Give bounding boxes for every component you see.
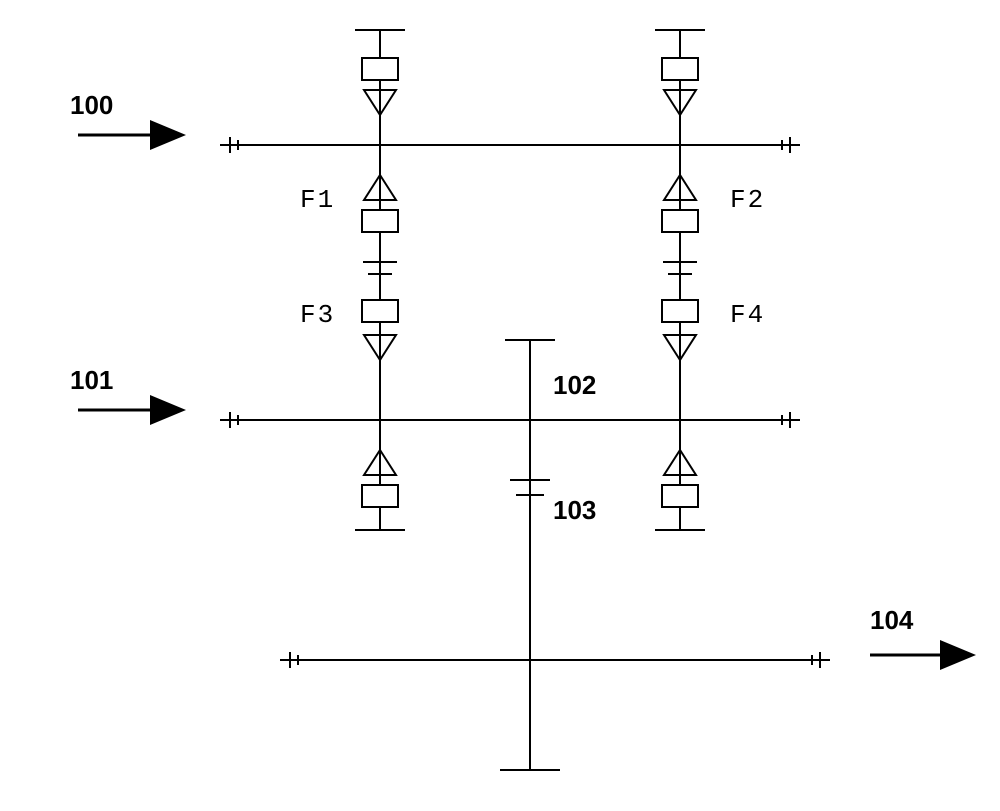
rect-right-2: [662, 210, 698, 232]
label-103: 103: [553, 495, 596, 526]
label-f2: F2: [730, 185, 765, 215]
rect-right-4: [662, 485, 698, 507]
rect-right-1: [662, 58, 698, 80]
rect-left-1: [362, 58, 398, 80]
rect-right-3: [662, 300, 698, 322]
label-104: 104: [870, 605, 913, 636]
label-f3: F3: [300, 300, 335, 330]
rect-left-4: [362, 485, 398, 507]
label-100: 100: [70, 90, 113, 121]
label-f4: F4: [730, 300, 765, 330]
label-f1: F1: [300, 185, 335, 215]
rect-left-3: [362, 300, 398, 322]
rect-left-2: [362, 210, 398, 232]
label-102: 102: [553, 370, 596, 401]
label-101: 101: [70, 365, 113, 396]
